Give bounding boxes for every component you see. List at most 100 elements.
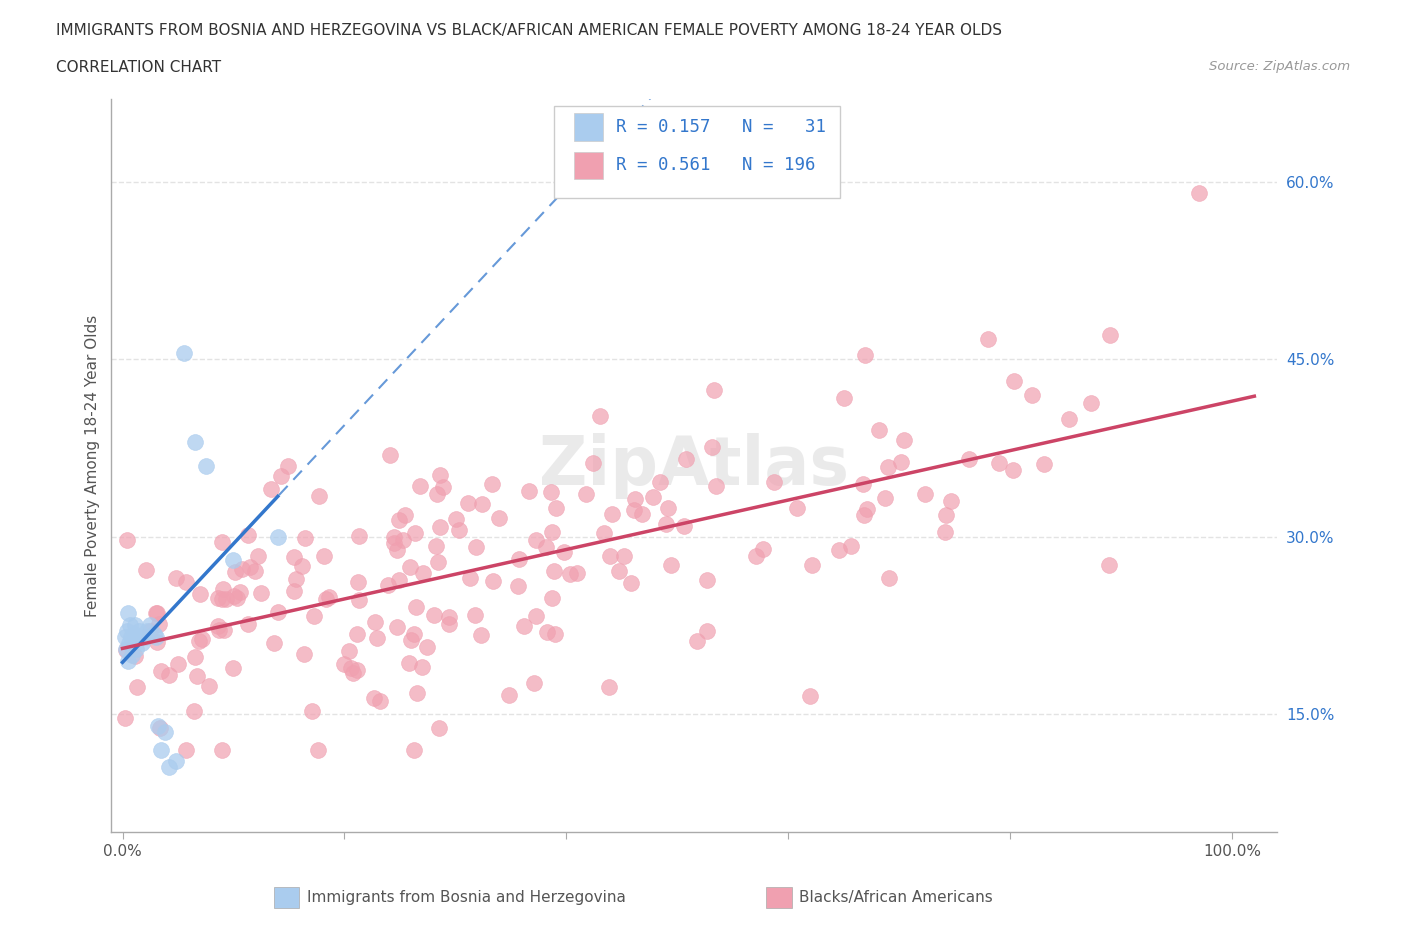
Point: [157, 760, 180, 775]
Point: [284, 571, 307, 586]
Point: [125, 642, 148, 657]
Point: [661, 558, 683, 573]
Point: [215, 591, 238, 606]
Point: [167, 657, 190, 671]
Point: [416, 640, 439, 655]
Point: [212, 581, 235, 596]
Point: [574, 486, 596, 501]
Point: [239, 559, 262, 574]
Point: [404, 525, 426, 540]
Point: [337, 644, 360, 658]
Point: [1099, 328, 1122, 343]
Point: [148, 617, 170, 631]
Point: [598, 680, 620, 695]
Point: [364, 615, 387, 630]
Point: [292, 647, 315, 662]
Point: [650, 475, 672, 490]
Point: [619, 576, 641, 591]
Point: [623, 503, 645, 518]
Point: [988, 455, 1011, 470]
Point: [402, 627, 425, 642]
Point: [444, 512, 467, 527]
Point: [207, 618, 229, 633]
Point: [519, 484, 541, 498]
Point: [134, 630, 156, 644]
Point: [149, 664, 172, 679]
Point: [260, 482, 283, 497]
Point: [1032, 456, 1054, 471]
Point: [308, 489, 330, 504]
Point: [283, 549, 305, 564]
Point: [115, 532, 138, 547]
Point: [405, 600, 427, 615]
Point: [873, 491, 896, 506]
Point: [465, 540, 488, 555]
Point: [425, 538, 447, 553]
Point: [399, 632, 422, 647]
Point: [387, 620, 409, 635]
Point: [481, 476, 503, 491]
Point: [191, 631, 214, 646]
Point: [388, 513, 411, 528]
Point: [412, 565, 434, 580]
Point: [149, 721, 172, 736]
Point: [150, 742, 173, 757]
Point: [409, 479, 432, 494]
Point: [853, 508, 876, 523]
Point: [524, 532, 547, 547]
Point: [312, 549, 335, 564]
Point: [231, 562, 253, 577]
Point: [207, 591, 229, 606]
Point: [347, 592, 370, 607]
Point: [291, 559, 314, 574]
Point: [406, 686, 429, 701]
Point: [426, 486, 449, 501]
Point: [114, 711, 136, 725]
Point: [524, 609, 547, 624]
Bar: [574, 152, 603, 179]
Point: [347, 529, 370, 544]
Point: [114, 642, 136, 657]
Point: [121, 647, 143, 662]
Point: [125, 680, 148, 695]
Point: [877, 570, 900, 585]
Point: [429, 467, 451, 482]
Point: [481, 574, 503, 589]
Bar: [574, 113, 603, 140]
Point: [423, 607, 446, 622]
Point: [1002, 462, 1025, 477]
Point: [377, 578, 399, 592]
Point: [380, 448, 402, 463]
Point: [267, 529, 290, 544]
Point: [366, 631, 388, 645]
Y-axis label: Female Poverty Among 18-24 Year Olds: Female Poverty Among 18-24 Year Olds: [86, 314, 100, 617]
Point: [1080, 395, 1102, 410]
Point: [429, 520, 451, 535]
Point: [432, 479, 454, 494]
Point: [852, 476, 875, 491]
Point: [222, 589, 245, 604]
Text: IMMIGRANTS FROM BOSNIA AND HERZEGOVINA VS BLACK/AFRICAN AMERICAN FEMALE POVERTY : IMMIGRANTS FROM BOSNIA AND HERZEGOVINA V…: [56, 23, 1002, 38]
Point: [212, 622, 235, 637]
Point: [307, 742, 329, 757]
Point: [868, 423, 890, 438]
Point: [211, 591, 233, 606]
Text: Blacks/African Americans: Blacks/African Americans: [799, 890, 993, 905]
Point: [315, 591, 337, 606]
Point: [194, 458, 217, 473]
Point: [247, 549, 270, 564]
Point: [752, 541, 775, 556]
Point: [593, 525, 616, 540]
Point: [222, 552, 245, 567]
Point: [696, 623, 718, 638]
Point: [392, 533, 415, 548]
Point: [488, 511, 510, 525]
Point: [142, 626, 165, 641]
Point: [146, 634, 169, 649]
Point: [536, 625, 558, 640]
Text: ZipAtlas: ZipAtlas: [538, 432, 849, 498]
Point: [243, 564, 266, 578]
Text: CORRELATION CHART: CORRELATION CHART: [56, 60, 221, 75]
Point: [114, 630, 136, 644]
Point: [458, 571, 481, 586]
